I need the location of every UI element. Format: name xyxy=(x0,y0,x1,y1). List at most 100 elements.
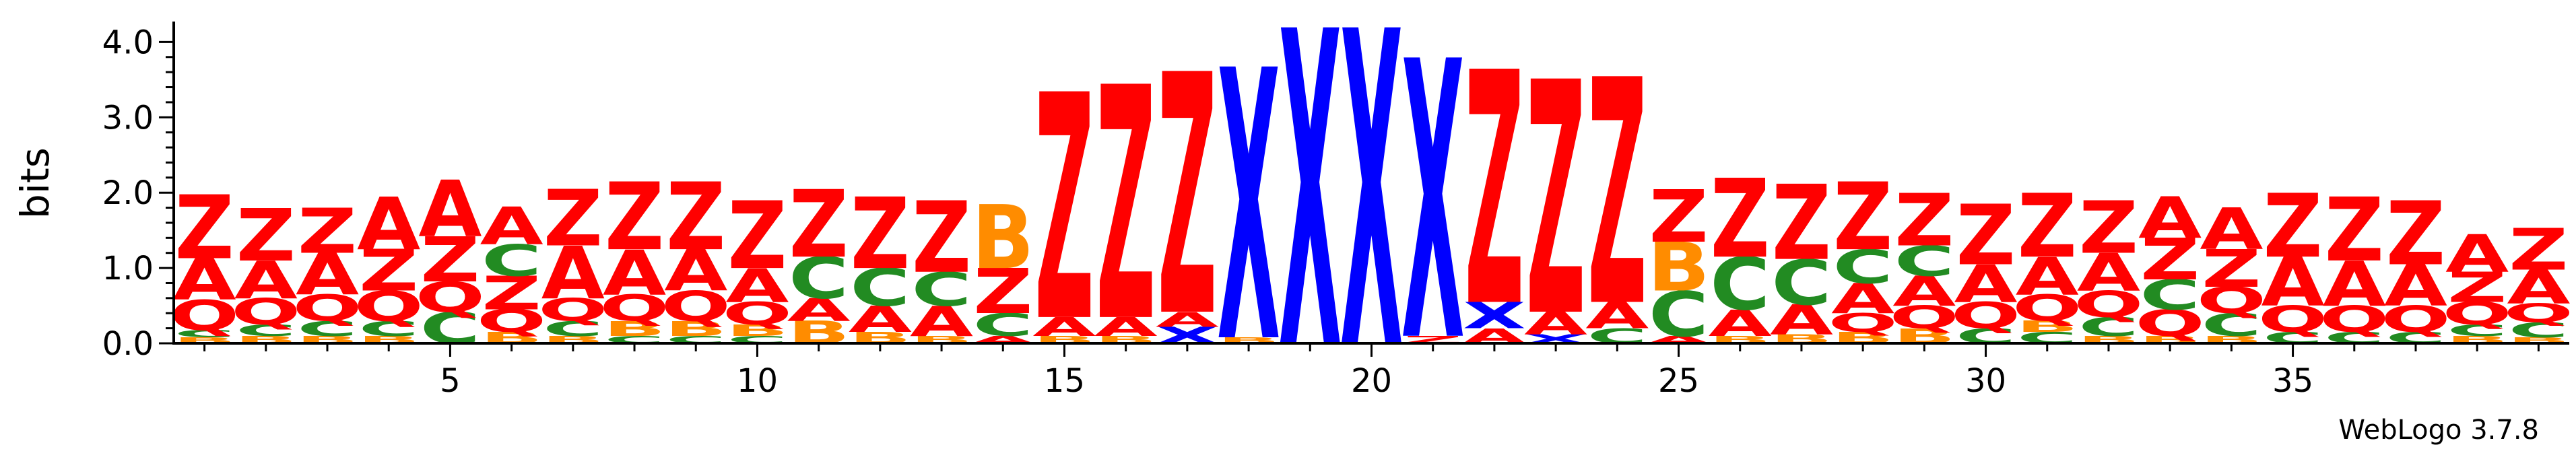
logo-glyph-z: Z xyxy=(2018,175,2077,277)
logo-glyph-q: Q xyxy=(661,283,731,331)
logo-glyph-c: C xyxy=(1649,279,1709,351)
logo-glyph-z: Z xyxy=(2263,175,2322,277)
x-tick-label: 35 xyxy=(2272,362,2313,400)
logo-glyph-z: Z xyxy=(1711,156,1770,282)
logo-glyph-a: A xyxy=(2138,185,2202,251)
logo-glyph-z: Z xyxy=(1158,6,1217,390)
logo-glyph-a: A xyxy=(2323,249,2386,321)
y-axis-title: bits xyxy=(12,147,58,219)
logo-glyph-q: Q xyxy=(477,304,546,340)
logo-glyph-a: A xyxy=(234,250,298,310)
logo-glyph-c: C xyxy=(482,236,541,286)
logo-glyph-b: B xyxy=(603,316,666,341)
logo-glyph-a: A xyxy=(664,238,727,304)
logo-glyph-z: Z xyxy=(973,256,1032,329)
logo-glyph-q: Q xyxy=(2504,298,2573,329)
logo-glyph-z: Z xyxy=(789,170,849,279)
logo-glyph-q: Q xyxy=(170,291,239,339)
weblogo-version-footer: WebLogo 3.7.8 xyxy=(2338,415,2539,446)
logo-glyph-z: Z xyxy=(1894,179,1954,263)
logo-glyph-a: A xyxy=(787,292,851,329)
logo-glyph-a: A xyxy=(1892,267,1956,315)
y-tick-label: 2.0 xyxy=(102,174,154,212)
y-axis-ticks: 0.0 1.0 2.0 3.0 4.0 xyxy=(102,24,174,363)
logo-glyph-q: Q xyxy=(538,292,607,329)
logo-glyph-a: A xyxy=(173,247,236,313)
logo-glyph-c: C xyxy=(1833,240,1893,294)
y-tick-label: 0.0 xyxy=(102,325,154,363)
logo-glyph-c: C xyxy=(2509,318,2569,343)
logo-glyph-z: Z xyxy=(727,182,787,290)
x-tick-label: 30 xyxy=(1965,362,2006,400)
logo-glyph-a: A xyxy=(1156,308,1220,332)
logo-glyph-z: Z xyxy=(1833,163,1892,271)
logo-glyph-x: X xyxy=(1217,0,1280,425)
logo-glyph-q: Q xyxy=(354,283,424,331)
logo-glyph-a: A xyxy=(480,196,544,256)
logo-glyph-z: Z xyxy=(1649,176,1708,259)
logo-glyph-c: C xyxy=(850,258,910,318)
logo-glyph-a: A xyxy=(1032,312,1096,343)
logo-glyph-z: Z xyxy=(912,180,971,295)
logo-glyph-q: Q xyxy=(2197,280,2266,322)
logo-glyph-c: C xyxy=(789,246,849,312)
logo-glyph-a: A xyxy=(2384,253,2447,319)
logo-glyph-q: Q xyxy=(2012,287,2082,329)
logo-glyph-z: Z xyxy=(2202,239,2261,299)
logo-glyph-a: A xyxy=(1585,296,1649,337)
logo-glyph-b: B xyxy=(1647,229,1710,307)
logo-glyph-c: C xyxy=(543,316,603,341)
logo-glyph-z: Z xyxy=(851,176,910,291)
logo-glyph-q: Q xyxy=(2381,299,2450,341)
logo-glyph-z: Z xyxy=(236,195,296,278)
logo-glyph-z: Z xyxy=(666,163,725,271)
logo-glyph-a: A xyxy=(2200,197,2263,263)
logo-glyph-z: Z xyxy=(2386,183,2445,285)
logo-glyph-z: Z xyxy=(1526,15,1585,388)
logo-glyph-b: B xyxy=(2016,318,2078,336)
logo-glyph-b: B xyxy=(665,316,727,341)
logo-glyph-c: C xyxy=(174,328,234,340)
y-tick-label: 3.0 xyxy=(102,99,154,137)
logo-glyph-z: Z xyxy=(2509,217,2568,283)
logo-glyph-a: A xyxy=(1770,296,1834,344)
logo-glyph-a: A xyxy=(418,164,482,254)
logo-glyph-x: X xyxy=(1278,0,1342,446)
logo-glyph-c: C xyxy=(359,316,419,341)
logo-glyph-x: X xyxy=(1340,0,1403,446)
logo-glyph-z: Z xyxy=(543,174,603,264)
logo-glyph-z: Z xyxy=(1096,20,1156,393)
logo-glyph-a: A xyxy=(541,232,605,316)
logo-glyph-c: C xyxy=(1710,243,1770,326)
y-tick-label: 4.0 xyxy=(102,24,154,61)
x-tick-label: 20 xyxy=(1351,362,1392,400)
x-tick-label: 5 xyxy=(440,362,461,400)
logo-glyph-z: Z xyxy=(175,177,234,279)
logo-glyph-z: Z xyxy=(2325,179,2384,281)
logo-glyph-x: X xyxy=(1401,0,1465,426)
logo-glyph-q: Q xyxy=(231,291,300,333)
logo-glyph-a: A xyxy=(725,259,789,313)
logo-glyph-q: Q xyxy=(2135,303,2204,345)
logo-glyph-z: Z xyxy=(298,196,357,268)
logo-glyph-z: Z xyxy=(1034,31,1094,391)
logo-glyph-q: Q xyxy=(1890,300,1959,336)
logo-glyph-q: Q xyxy=(1828,308,1897,339)
logo-glyph-a: A xyxy=(1709,303,1772,345)
logo-glyph-a: A xyxy=(2077,243,2141,303)
logo-glyph-q: Q xyxy=(599,287,669,329)
logo-glyph-a: A xyxy=(2016,246,2080,306)
logo-glyph-a: A xyxy=(910,298,974,345)
logo-glyph-c: C xyxy=(911,263,971,317)
logo-glyph-z: Z xyxy=(2140,227,2200,293)
logo-glyph-z: Z xyxy=(1772,164,1831,283)
logo-glyph-q: Q xyxy=(1951,296,2020,337)
logo-glyph-a: A xyxy=(1954,254,2018,314)
logo-glyph-q: Q xyxy=(2443,296,2512,333)
logo-glyph-a: A xyxy=(2445,224,2509,284)
logo-glyph-q: Q xyxy=(416,273,485,321)
logo-glyph-c: C xyxy=(2447,322,2507,340)
logo-glyph-z: Z xyxy=(605,163,664,271)
logo-glyph-z: Z xyxy=(2447,264,2507,312)
